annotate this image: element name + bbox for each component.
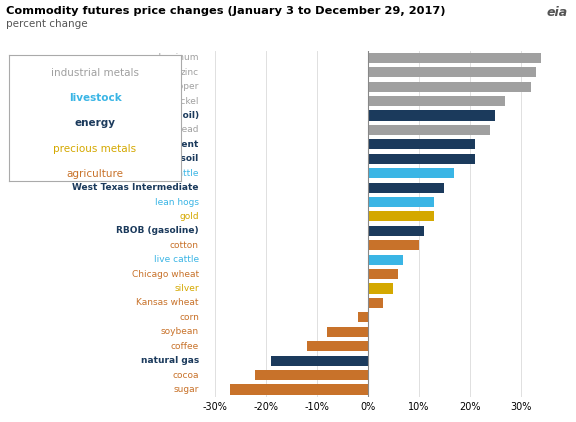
Bar <box>367 139 475 149</box>
Text: lean hogs: lean hogs <box>155 197 199 206</box>
Text: lead: lead <box>180 125 199 135</box>
Bar <box>367 284 393 294</box>
Bar <box>367 183 444 193</box>
Bar <box>230 384 367 395</box>
Text: ULSD (heating oil): ULSD (heating oil) <box>106 111 199 120</box>
Text: cotton: cotton <box>170 241 199 250</box>
Bar <box>256 370 367 380</box>
Bar <box>367 81 531 92</box>
Text: Chicago wheat: Chicago wheat <box>132 270 199 279</box>
Bar <box>367 298 383 308</box>
Text: cocoa: cocoa <box>172 371 199 379</box>
Text: zinc: zinc <box>181 68 199 77</box>
Bar <box>367 254 403 265</box>
Text: livestock: livestock <box>69 93 122 103</box>
Text: gold: gold <box>179 212 199 221</box>
Bar <box>367 197 434 207</box>
Text: live cattle: live cattle <box>154 255 199 264</box>
Text: aluminum: aluminum <box>153 53 199 62</box>
Text: soybean: soybean <box>161 327 199 336</box>
Text: eia: eia <box>546 6 567 19</box>
Text: corn: corn <box>179 313 199 322</box>
Text: energy: energy <box>74 118 116 128</box>
Text: nickel: nickel <box>172 97 199 106</box>
Text: percent change: percent change <box>6 19 88 29</box>
Text: precious metals: precious metals <box>54 143 137 154</box>
Bar <box>367 226 424 236</box>
Text: West Texas Intermediate: West Texas Intermediate <box>73 183 199 192</box>
Text: gasoil: gasoil <box>169 154 199 163</box>
Text: RBOB (gasoline): RBOB (gasoline) <box>116 226 199 235</box>
Bar <box>327 327 367 337</box>
Bar <box>367 53 541 63</box>
Bar <box>367 67 536 77</box>
Bar <box>367 240 419 250</box>
Text: Commodity futures price changes (January 3 to December 29, 2017): Commodity futures price changes (January… <box>6 6 445 16</box>
Bar <box>367 269 399 279</box>
Text: copper: copper <box>168 82 199 91</box>
Bar <box>358 312 367 322</box>
Bar <box>367 154 475 164</box>
Bar <box>271 356 367 366</box>
Bar <box>306 341 367 351</box>
Bar <box>367 168 454 178</box>
Text: silver: silver <box>175 284 199 293</box>
Bar <box>367 96 506 106</box>
Text: agriculture: agriculture <box>67 169 123 179</box>
Text: sugar: sugar <box>173 385 199 394</box>
Text: Brent: Brent <box>170 140 199 149</box>
Bar <box>367 211 434 222</box>
Bar <box>367 125 490 135</box>
Text: feeder cattle: feeder cattle <box>141 169 199 178</box>
Text: Kansas wheat: Kansas wheat <box>137 298 199 308</box>
Bar <box>367 111 495 121</box>
Text: natural gas: natural gas <box>141 356 199 365</box>
Text: coffee: coffee <box>170 342 199 351</box>
Text: industrial metals: industrial metals <box>51 68 139 78</box>
